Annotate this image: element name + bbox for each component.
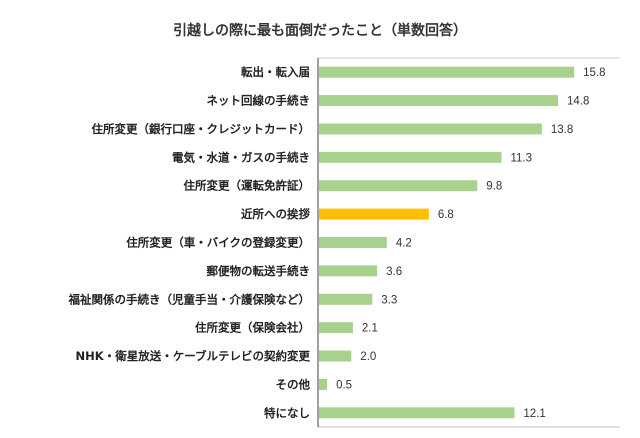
bar (319, 66, 575, 78)
bar (319, 237, 387, 248)
category-label: 電気・水道・ガスの手続き (172, 150, 310, 164)
bar (319, 95, 559, 107)
bar (319, 378, 328, 390)
category-label: 転出・転入届 (241, 65, 310, 79)
chart-title: 引越しの際に最も面倒だったこと（単数回答） (173, 23, 467, 39)
category-label: その他 (276, 377, 311, 391)
category-label: 住所変更（車・バイクの登録変更） (126, 236, 310, 250)
data-label: 2.0 (360, 351, 376, 363)
category-label: 特になし (264, 406, 310, 420)
data-label: 14.8 (567, 96, 589, 108)
bar (319, 322, 353, 334)
bar (319, 208, 429, 220)
data-label: 3.3 (381, 294, 397, 306)
category-label: 住所変更（運転免許証） (184, 179, 311, 193)
data-label: 12.1 (523, 408, 545, 420)
data-label: 6.8 (438, 209, 454, 221)
data-label: 15.8 (583, 67, 605, 79)
data-label: 2.1 (362, 323, 378, 335)
category-label: ネット回線の手続き (207, 94, 311, 108)
category-label: 住所変更（銀行口座・クレジットカード） (92, 122, 311, 136)
category-label: 福祉関係の手続き（児童手当・介護保険など） (68, 292, 311, 306)
bar (319, 265, 378, 277)
bar (319, 407, 515, 419)
data-label: 4.2 (396, 238, 412, 250)
bar (319, 123, 542, 135)
bar (319, 180, 478, 192)
data-label: 3.6 (386, 266, 402, 278)
category-label: 近所への挨拶 (241, 207, 310, 221)
data-label: 11.3 (510, 152, 532, 164)
bar (319, 151, 502, 163)
bar (319, 350, 352, 362)
bar (319, 293, 373, 305)
data-label: 0.5 (336, 379, 352, 391)
data-label: 9.8 (486, 181, 502, 193)
data-label: 13.8 (551, 124, 573, 136)
category-label: 住所変更（保険会社） (195, 321, 310, 335)
category-label: 郵便物の転送手続き (207, 264, 311, 278)
category-label: NHK・衛星放送・ケーブルテレビの契約変更 (76, 349, 311, 363)
